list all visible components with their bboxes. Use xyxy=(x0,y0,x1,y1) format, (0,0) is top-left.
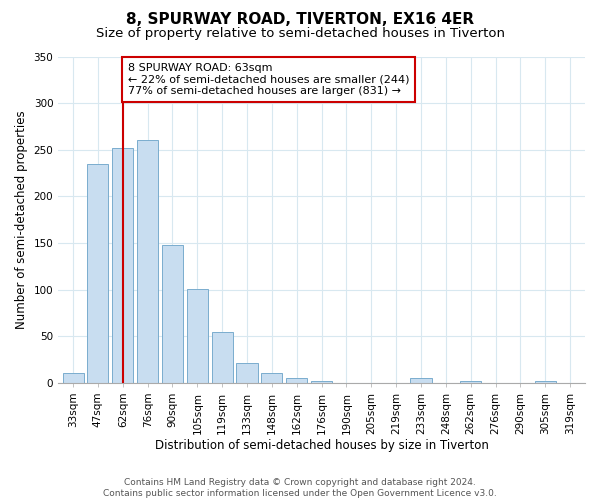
Bar xyxy=(212,332,233,383)
Bar xyxy=(112,148,133,383)
Text: 8, SPURWAY ROAD, TIVERTON, EX16 4ER: 8, SPURWAY ROAD, TIVERTON, EX16 4ER xyxy=(126,12,474,28)
Text: Size of property relative to semi-detached houses in Tiverton: Size of property relative to semi-detach… xyxy=(95,28,505,40)
Bar xyxy=(62,374,83,383)
Text: 8 SPURWAY ROAD: 63sqm
← 22% of semi-detached houses are smaller (244)
77% of sem: 8 SPURWAY ROAD: 63sqm ← 22% of semi-deta… xyxy=(128,63,409,96)
Bar xyxy=(236,363,257,383)
X-axis label: Distribution of semi-detached houses by size in Tiverton: Distribution of semi-detached houses by … xyxy=(155,440,488,452)
Bar xyxy=(460,381,481,383)
Bar xyxy=(187,288,208,383)
Bar xyxy=(311,381,332,383)
Bar xyxy=(262,374,283,383)
Bar xyxy=(162,245,183,383)
Bar xyxy=(286,378,307,383)
Bar xyxy=(410,378,431,383)
Bar xyxy=(137,140,158,383)
Y-axis label: Number of semi-detached properties: Number of semi-detached properties xyxy=(15,110,28,329)
Bar xyxy=(535,381,556,383)
Text: Contains HM Land Registry data © Crown copyright and database right 2024.
Contai: Contains HM Land Registry data © Crown c… xyxy=(103,478,497,498)
Bar xyxy=(88,164,109,383)
